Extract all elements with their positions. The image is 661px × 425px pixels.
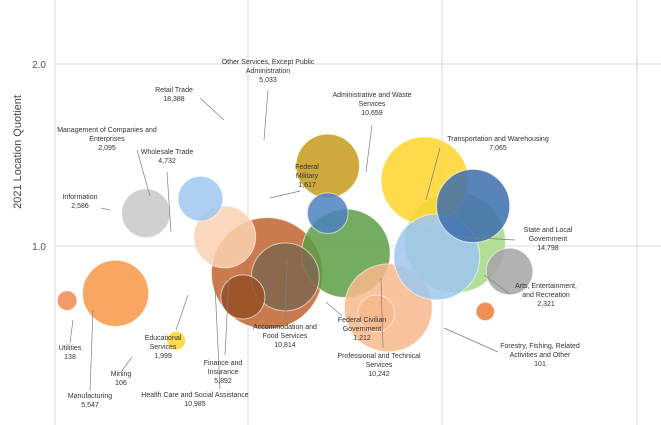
y-axis-title: 2021 Location Quotient <box>12 95 24 209</box>
leader-line <box>214 284 221 390</box>
leader-line <box>263 89 269 141</box>
data-label-state-and-local-government: State and Local Government 14,798 <box>524 227 573 252</box>
data-label-forestry-fishing-related-activities-and-other: Forestry, Fishing, Related Activities and… <box>500 343 580 368</box>
leader-line <box>175 294 189 331</box>
leader-line <box>199 97 225 121</box>
leader-line <box>224 276 230 356</box>
data-label-retail-trade: Retail Trade 18,388 <box>155 87 193 103</box>
data-label-accommodation-and-food-services: Accommodation and Food Services 10,814 <box>253 324 317 349</box>
data-label-mining: Mining 106 <box>111 371 132 387</box>
bubble-educational-services <box>220 274 266 320</box>
leader-line <box>462 236 516 241</box>
bubble-management-of-companies-and-enterprises <box>177 175 224 222</box>
bubble-mining <box>166 330 187 351</box>
bubble-information <box>121 188 171 239</box>
leader-line <box>89 309 94 392</box>
data-label-health-care-and-social-assistance: Health Care and Social Assistance 10,985 <box>141 392 248 408</box>
data-label-management-of-companies-and-enterprises: Management of Companies and Enterprises 2,… <box>57 127 157 152</box>
leader-line <box>325 301 343 317</box>
leader-line <box>166 171 172 233</box>
leader-line <box>269 190 301 199</box>
bubble-utilities <box>56 290 78 311</box>
leader-line <box>100 207 111 211</box>
data-label-professional-and-technical-services: Professional and Technical Services 10,242 <box>337 353 421 378</box>
data-label-federal-military: Federal Military 1,617 <box>295 164 319 189</box>
leader-line <box>483 274 511 295</box>
leader-line <box>365 124 373 173</box>
data-label-manufacturing: Manufacturing 5,547 <box>68 393 112 409</box>
data-label-finance-and-insurance: Finance and Insurance 5,892 <box>204 360 243 385</box>
leader-line <box>380 277 384 349</box>
y-tick-label: 1.0 <box>32 242 46 253</box>
bubble-federal-military <box>306 192 349 235</box>
data-label-utilities: Utilities 138 <box>59 345 82 361</box>
bubble-federal-civilian-government <box>357 294 396 333</box>
y-tick-label: 2.0 <box>32 60 46 71</box>
data-label-transportation-and-warehousing: Transportation and Warehousing 7,065 <box>447 136 549 152</box>
data-label-other-services-except-public-administration: Other Services, Except Public Administrat… <box>222 59 315 84</box>
bubble-manufacturing <box>82 259 150 327</box>
bubble-arts-entertainment-and-recreation <box>485 247 534 296</box>
data-label-administrative-and-waste-services: Administrative and Waste Services 10,659 <box>332 92 411 117</box>
data-label-wholesale-trade: Wholesale Trade 4,732 <box>141 149 194 165</box>
data-label-arts-entertainment-and-recreation: Arts, Entertainment, and Recreation 2,321 <box>515 283 577 308</box>
bubble-transportation-and-warehousing <box>436 168 511 244</box>
bubble-wholesale-trade <box>193 205 257 269</box>
bubble-forestry-fishing-related-activities-and-other <box>475 301 495 322</box>
data-label-federal-civilian-government: Federal Civilian Government 1,212 <box>338 317 386 342</box>
data-label-educational-services: Educational Services 1,999 <box>145 335 182 360</box>
leader-line <box>69 319 74 344</box>
bubbles <box>56 133 534 353</box>
y-axis: 2.01.00.0 <box>32 60 46 425</box>
leader-line <box>136 149 151 197</box>
data-label-information: Information 2,586 <box>62 194 97 210</box>
leader-line <box>120 356 133 373</box>
leader-line <box>425 147 441 201</box>
leader-line <box>443 327 499 353</box>
leader-line <box>284 259 288 321</box>
bubble-labels: Utilities 138 Manufacturing 5,547 Mining 106 I… <box>57 59 580 409</box>
leader-lines <box>69 89 516 392</box>
